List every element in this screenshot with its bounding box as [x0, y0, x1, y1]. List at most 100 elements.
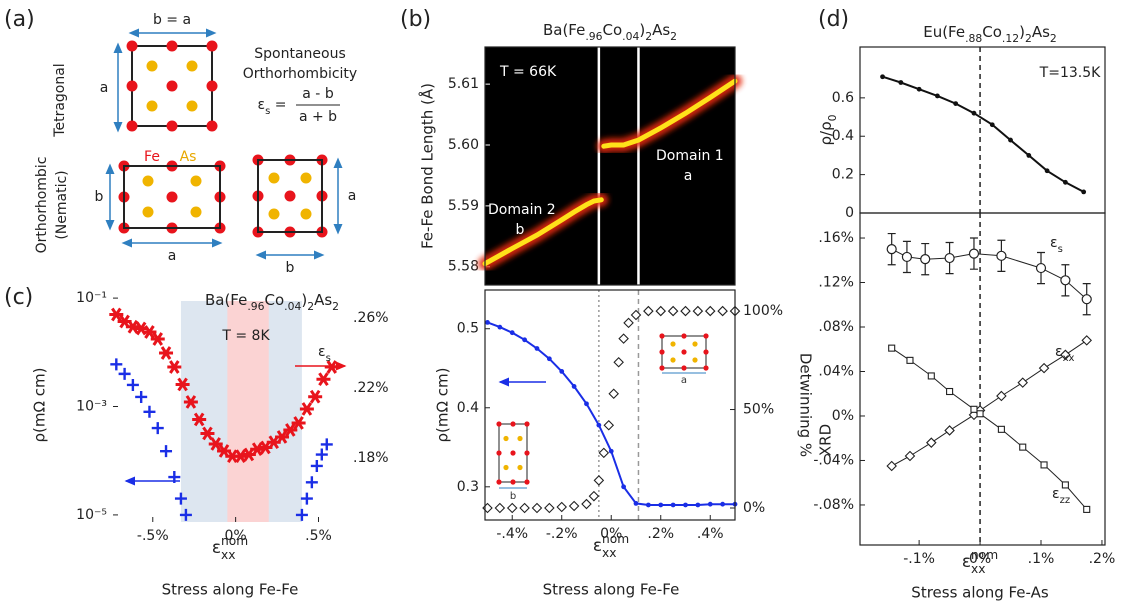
x-axis-label: εxxnom: [212, 534, 248, 562]
text-part: 2: [670, 30, 677, 43]
point: [720, 501, 726, 507]
point: [935, 93, 940, 99]
text-part: As: [652, 21, 670, 39]
text-part: nom: [602, 532, 629, 546]
annotation: T = 8K: [221, 328, 270, 344]
annotation: εs: [1050, 235, 1063, 255]
annotation: εxx: [1055, 344, 1075, 364]
text-part: ): [639, 21, 645, 39]
x-tick-label: .4%: [697, 526, 724, 542]
atom: [510, 450, 516, 456]
text-part: .96: [585, 30, 602, 43]
formula-numerator: a - b: [302, 86, 334, 102]
atom: [510, 421, 516, 427]
y2-tick-label: 0%: [743, 500, 765, 516]
point: [996, 390, 1007, 402]
y-tick-label: 0.6: [832, 90, 854, 106]
caption: Stress along Fe-Fe: [543, 581, 680, 599]
point: [683, 502, 688, 508]
point: [135, 390, 148, 403]
point: [310, 459, 323, 472]
panel-label: (d): [818, 7, 849, 32]
atom: [190, 206, 202, 218]
text-part: 2: [1025, 32, 1032, 45]
point: [519, 502, 530, 514]
point: [506, 502, 518, 514]
point: [1008, 137, 1013, 143]
point: [299, 402, 314, 416]
text-part: Co: [982, 23, 1002, 41]
point: [494, 502, 506, 514]
point: [183, 395, 198, 409]
point: [997, 425, 1005, 433]
point: [143, 405, 156, 418]
atom: [126, 40, 138, 52]
y-tick-label: 5.60: [448, 137, 479, 153]
point: [608, 388, 619, 400]
y-tick-label: 0: [845, 205, 854, 221]
y2-tick-label: 50%: [743, 402, 774, 418]
x-tick-label: -.5%: [137, 528, 169, 544]
formula: εs =: [257, 97, 286, 117]
atom: [166, 80, 178, 92]
point: [944, 252, 955, 264]
point: [916, 86, 922, 92]
label: b = a: [153, 12, 191, 28]
atom: [496, 450, 502, 456]
text-part: ε: [1050, 235, 1058, 251]
point: [645, 502, 651, 508]
series-line: [882, 75, 1085, 193]
x-tick-label: -.1%: [903, 551, 935, 567]
text-part: As: [314, 291, 332, 309]
point: [283, 423, 298, 437]
point: [1081, 335, 1092, 346]
x-tick-label: -.4%: [496, 526, 528, 542]
atom: [284, 190, 296, 202]
text-part: ε: [1055, 344, 1063, 360]
text-part: 2: [332, 300, 339, 313]
atom: [659, 349, 665, 355]
point: [305, 476, 318, 489]
y-axis-label: ρ/ρ0: [817, 114, 839, 145]
text-part: nom: [971, 548, 998, 562]
point: [584, 401, 589, 407]
label: b: [95, 189, 104, 205]
point: [704, 305, 716, 317]
x-axis-label: εxxnom: [962, 548, 998, 576]
y-axis-label: Fe-Fe Bond Length (Å): [418, 83, 437, 249]
point: [670, 502, 676, 508]
x-tick-label: -.2%: [546, 526, 578, 542]
point: [970, 405, 978, 413]
point: [300, 492, 313, 505]
point: [944, 425, 955, 436]
text-part: ): [1019, 23, 1025, 41]
x-tick-label: .1%: [1028, 551, 1055, 567]
point: [1040, 461, 1048, 469]
annotation: T=13.5K: [1039, 65, 1101, 81]
plot-frame: [484, 46, 736, 286]
y-tick-label: 10⁻⁵: [76, 507, 107, 523]
atom: [496, 479, 502, 485]
text-part: ρ/ρ: [817, 121, 835, 145]
y-tick-label: 0.4: [832, 128, 854, 144]
point: [633, 501, 639, 506]
point: [618, 333, 629, 344]
atom: [146, 100, 158, 112]
text-part: s: [326, 353, 331, 364]
label: Orthorhombic: [34, 157, 50, 254]
point: [927, 372, 935, 380]
point: [1035, 262, 1047, 274]
point: [534, 346, 540, 351]
atom: [186, 60, 198, 72]
cell: [123, 165, 221, 229]
atom: [268, 208, 280, 220]
text-part: ε: [962, 552, 971, 572]
x-tick-label: .2%: [647, 526, 674, 542]
atom: [659, 365, 665, 371]
point: [593, 475, 605, 486]
atom: [703, 349, 709, 355]
annotation: a: [684, 168, 693, 184]
chart-title: Ba(Fe.96Co.04)2As2: [543, 21, 677, 43]
point: [125, 319, 140, 334]
y2-axis-label: Detwinning %: [797, 353, 815, 457]
